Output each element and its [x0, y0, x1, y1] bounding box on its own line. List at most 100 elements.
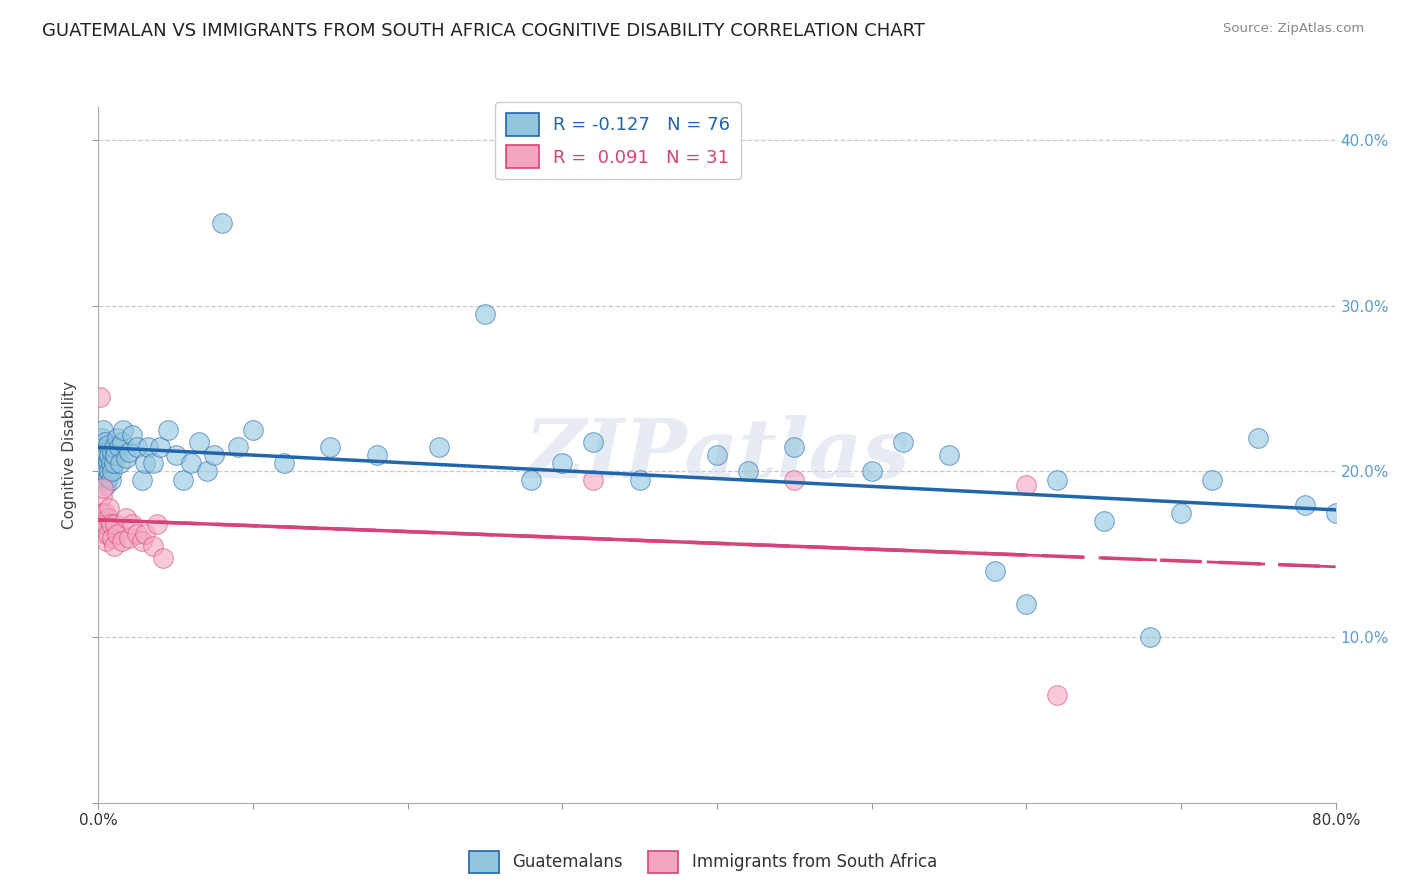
- Point: [134, 456, 156, 470]
- Point: [783, 440, 806, 454]
- Point: [103, 456, 125, 470]
- Point: [97, 527, 120, 541]
- Point: [1046, 688, 1069, 702]
- Point: [108, 456, 131, 470]
- Point: [146, 517, 169, 532]
- Point: [737, 465, 759, 479]
- Point: [96, 477, 118, 491]
- Point: [319, 440, 342, 454]
- Point: [96, 534, 118, 549]
- Point: [96, 517, 118, 532]
- Point: [131, 534, 153, 549]
- Point: [103, 539, 125, 553]
- Point: [100, 456, 122, 470]
- Point: [474, 307, 496, 321]
- Point: [195, 465, 218, 479]
- Point: [90, 465, 112, 479]
- Point: [427, 440, 450, 454]
- Point: [115, 511, 138, 525]
- Point: [93, 451, 115, 466]
- Point: [180, 456, 202, 470]
- Point: [121, 517, 143, 532]
- Point: [100, 473, 122, 487]
- Point: [783, 473, 806, 487]
- Point: [90, 448, 112, 462]
- Point: [91, 440, 114, 454]
- Point: [96, 444, 118, 458]
- Point: [134, 527, 156, 541]
- Point: [142, 539, 165, 553]
- Point: [242, 423, 264, 437]
- Point: [93, 467, 115, 482]
- Point: [101, 531, 124, 545]
- Legend: R = -0.127   N = 76, R =  0.091   N = 31: R = -0.127 N = 76, R = 0.091 N = 31: [495, 103, 741, 179]
- Point: [89, 440, 111, 454]
- Point: [1046, 473, 1069, 487]
- Point: [173, 473, 195, 487]
- Point: [118, 444, 141, 458]
- Point: [90, 506, 112, 520]
- Point: [706, 448, 728, 462]
- Point: [1324, 506, 1347, 520]
- Legend: Guatemalans, Immigrants from South Africa: Guatemalans, Immigrants from South Afric…: [463, 845, 943, 880]
- Point: [131, 473, 153, 487]
- Point: [142, 456, 165, 470]
- Point: [157, 423, 180, 437]
- Point: [90, 431, 112, 445]
- Point: [115, 451, 138, 466]
- Point: [91, 456, 114, 470]
- Point: [127, 527, 149, 541]
- Point: [860, 465, 883, 479]
- Point: [91, 473, 114, 487]
- Point: [938, 448, 960, 462]
- Point: [149, 440, 172, 454]
- Point: [90, 489, 112, 503]
- Point: [100, 517, 122, 532]
- Point: [127, 440, 149, 454]
- Point: [104, 448, 127, 462]
- Point: [112, 423, 135, 437]
- Point: [98, 448, 121, 462]
- Point: [1015, 597, 1038, 611]
- Point: [366, 448, 388, 462]
- Point: [165, 448, 187, 462]
- Point: [1201, 473, 1223, 487]
- Y-axis label: Cognitive Disability: Cognitive Disability: [62, 381, 77, 529]
- Point: [89, 456, 111, 470]
- Point: [1139, 630, 1161, 644]
- Point: [121, 428, 143, 442]
- Point: [93, 434, 115, 449]
- Point: [1015, 477, 1038, 491]
- Point: [204, 448, 226, 462]
- Point: [628, 473, 651, 487]
- Point: [118, 531, 141, 545]
- Point: [91, 481, 114, 495]
- Point: [136, 440, 159, 454]
- Point: [1170, 506, 1192, 520]
- Point: [101, 444, 124, 458]
- Point: [582, 473, 605, 487]
- Point: [111, 534, 134, 549]
- Point: [152, 550, 174, 565]
- Point: [1092, 514, 1115, 528]
- Point: [89, 390, 111, 404]
- Text: ZIPatlas: ZIPatlas: [524, 415, 910, 495]
- Point: [111, 434, 134, 449]
- Text: Source: ZipAtlas.com: Source: ZipAtlas.com: [1223, 22, 1364, 36]
- Point: [211, 216, 233, 230]
- Point: [101, 465, 124, 479]
- Text: GUATEMALAN VS IMMIGRANTS FROM SOUTH AFRICA COGNITIVE DISABILITY CORRELATION CHAR: GUATEMALAN VS IMMIGRANTS FROM SOUTH AFRI…: [42, 22, 925, 40]
- Point: [226, 440, 249, 454]
- Point: [93, 527, 115, 541]
- Point: [1294, 498, 1316, 512]
- Point: [107, 440, 129, 454]
- Point: [96, 461, 118, 475]
- Point: [520, 473, 543, 487]
- Point: [104, 517, 127, 532]
- Point: [91, 514, 114, 528]
- Point: [1247, 431, 1270, 445]
- Point: [103, 440, 125, 454]
- Point: [105, 527, 128, 541]
- Point: [551, 456, 574, 470]
- Point: [891, 434, 914, 449]
